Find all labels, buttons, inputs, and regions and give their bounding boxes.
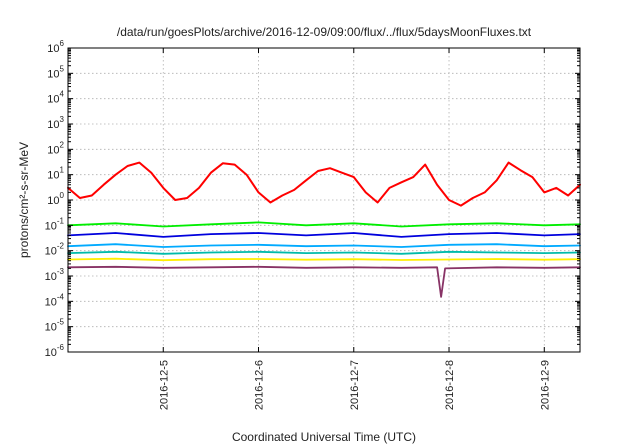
x-tick-label: 2016-12-5 <box>158 360 170 410</box>
series-line-7 <box>67 265 581 298</box>
series-line-6 <box>67 257 581 262</box>
y-tick-label: 10-4 <box>45 292 65 308</box>
x-tick-label: 2016-12-7 <box>349 360 361 410</box>
y-tick-label: 102 <box>47 140 64 156</box>
series-line-2 <box>67 221 581 228</box>
y-tick-label: 10-1 <box>45 216 65 232</box>
y-tick-label: 101 <box>47 166 64 182</box>
series-layer <box>67 161 581 298</box>
y-axis-label: protons/cm²-s-sr-MeV <box>17 142 31 258</box>
y-tick-label: 103 <box>47 115 64 131</box>
y-tick-label: 10-6 <box>45 343 65 359</box>
y-axis-ticks: 10-6 10-5 10-4 10-3 10-2 10-1 100 101 102 103 104 1… <box>45 39 580 359</box>
y-tick-label: 100 <box>47 191 64 207</box>
y-tick-label: 104 <box>47 90 64 106</box>
x-axis-label: Coordinated Universal Time (UTC) <box>232 430 416 444</box>
series-line-1 <box>67 161 581 207</box>
y-tick-label: 10-5 <box>45 318 65 334</box>
chart-title: /data/run/goesPlots/archive/2016-12-09/0… <box>117 25 532 39</box>
y-tick-label: 105 <box>47 64 64 80</box>
x-tick-label: 2016-12-6 <box>254 360 266 410</box>
y-tick-label: 10-2 <box>45 242 65 258</box>
grid-layer <box>68 48 580 352</box>
x-tick-label: 2016-12-9 <box>539 360 551 410</box>
y-tick-label: 106 <box>47 39 64 55</box>
y-tick-label: 10-3 <box>45 267 65 283</box>
series-line-4 <box>67 243 581 248</box>
series-line-3 <box>67 232 581 238</box>
x-tick-label: 2016-12-8 <box>444 360 456 410</box>
series-line-5 <box>67 250 581 255</box>
x-axis-ticks: 2016-12-5 2016-12-6 2016-12-7 2016-12-8 2016… <box>158 48 551 410</box>
